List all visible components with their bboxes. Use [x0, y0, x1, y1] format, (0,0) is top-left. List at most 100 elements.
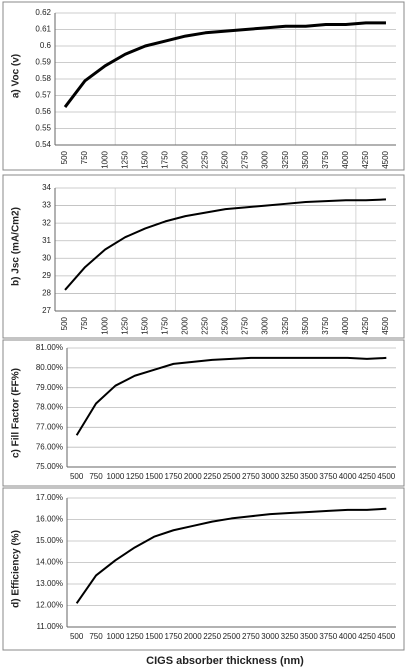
x-tick-label: 2500	[223, 472, 241, 481]
panel-border	[2, 339, 405, 487]
y-tick-label: 33	[42, 201, 51, 210]
x-tick-label: 2250	[201, 150, 210, 168]
y-tick-label: 13.00%	[36, 579, 63, 588]
x-tick-label: 3750	[321, 316, 330, 334]
x-tick-label: 1250	[120, 316, 129, 334]
x-tick-label: 3250	[281, 632, 299, 641]
x-tick-label: 4500	[377, 632, 395, 641]
x-tick-label: 2000	[180, 150, 189, 168]
line-series	[75, 507, 387, 604]
x-tick-label: 4500	[381, 316, 390, 334]
x-tick-label: 3750	[319, 472, 337, 481]
y-tick-label: 0.61	[35, 25, 51, 34]
panel-border	[2, 174, 405, 339]
y-tick-label: 28	[42, 289, 51, 298]
x-tick-label: 2750	[241, 316, 250, 334]
y-tick-label: 31	[42, 236, 51, 245]
x-tick-label: 2250	[201, 316, 210, 334]
x-tick-label: 3250	[281, 150, 290, 168]
x-tick-label: 1000	[100, 316, 109, 334]
x-tick-label: 500	[70, 632, 84, 641]
y-tick-label: 0.56	[35, 107, 51, 116]
x-tick-label: 1000	[106, 472, 124, 481]
x-tick-label: 750	[89, 472, 103, 481]
y-tick-label: 0.58	[35, 74, 51, 83]
x-tick-label: 4250	[358, 632, 376, 641]
line-series	[64, 198, 387, 291]
line-series	[75, 356, 387, 436]
x-tick-label: 750	[80, 316, 89, 330]
x-tick-label: 1750	[160, 316, 169, 334]
x-tick-label: 2250	[203, 632, 221, 641]
y-tick-label: 14.00%	[36, 558, 63, 567]
y-tick-label: 0.55	[35, 124, 51, 133]
y-tick-label: 12.00%	[36, 601, 63, 610]
y-tick-label: 17.00%	[36, 493, 63, 502]
y-tick-label: 81.00%	[36, 343, 63, 352]
x-tick-label: 2250	[203, 472, 221, 481]
x-tick-label: 3500	[300, 632, 318, 641]
y-tick-label: 77.00%	[36, 422, 63, 431]
x-tick-label: 2750	[242, 472, 260, 481]
x-tick-label: 2750	[242, 632, 260, 641]
y-axis-title: c) Fill Factor (FF%)	[11, 368, 22, 458]
x-tick-label: 1000	[100, 150, 109, 168]
x-tick-label: 750	[89, 632, 103, 641]
x-tick-label: 4000	[339, 472, 357, 481]
y-tick-label: 11.00%	[36, 622, 63, 631]
y-tick-label: 75.00%	[36, 462, 63, 471]
x-tick-label: 500	[70, 472, 84, 481]
x-tick-label: 3500	[300, 472, 318, 481]
x-tick-label: 1250	[126, 472, 144, 481]
x-tick-label: 1750	[165, 472, 183, 481]
x-tick-label: 2000	[184, 632, 202, 641]
x-tick-label: 4500	[381, 150, 390, 168]
y-tick-label: 29	[42, 271, 51, 280]
x-tick-label: 3250	[281, 316, 290, 334]
x-tick-label: 3500	[301, 150, 310, 168]
x-tick-label: 4250	[361, 316, 370, 334]
x-tick-label: 3750	[319, 632, 337, 641]
x-tick-label: 3750	[321, 150, 330, 168]
x-tick-label: 2500	[221, 316, 230, 334]
x-tick-label: 4250	[361, 150, 370, 168]
y-tick-label: 0.57	[35, 91, 51, 100]
x-tick-label: 3500	[301, 316, 310, 334]
y-tick-label: 76.00%	[36, 442, 63, 451]
x-tick-label: 2000	[180, 316, 189, 334]
y-tick-label: 0.59	[35, 58, 51, 67]
y-tick-label: 80.00%	[36, 363, 63, 372]
x-tick-label: 1750	[160, 150, 169, 168]
x-tick-label: 1250	[120, 150, 129, 168]
x-tick-label: 1500	[140, 316, 149, 334]
x-tick-label: 3000	[261, 472, 279, 481]
y-tick-label: 0.62	[35, 8, 51, 17]
y-tick-label: 30	[42, 253, 51, 262]
y-tick-label: 16.00%	[36, 515, 63, 524]
y-tick-label: 78.00%	[36, 403, 63, 412]
x-tick-label: 3000	[261, 316, 270, 334]
y-tick-label: 79.00%	[36, 383, 63, 392]
y-axis-title: a) Voc (v)	[11, 54, 22, 98]
x-tick-label: 500	[60, 150, 69, 164]
x-axis-title: CIGS absorber thickness (nm)	[146, 655, 304, 667]
panel-border	[2, 1, 405, 171]
x-tick-label: 1250	[126, 632, 144, 641]
y-tick-label: 0.6	[40, 41, 52, 50]
x-tick-label: 4250	[358, 472, 376, 481]
x-tick-label: 1500	[140, 150, 149, 168]
x-tick-label: 1750	[165, 632, 183, 641]
x-tick-label: 1500	[145, 632, 163, 641]
y-axis-title: d) Efficiency (%)	[11, 530, 22, 608]
x-tick-label: 3000	[261, 150, 270, 168]
x-tick-label: 1000	[106, 632, 124, 641]
y-axis-title: b) Jsc (mA/Cm2)	[11, 207, 22, 286]
y-tick-label: 34	[42, 183, 51, 192]
x-tick-label: 500	[60, 316, 69, 330]
y-tick-label: 0.54	[35, 140, 51, 149]
x-tick-label: 4000	[341, 150, 350, 168]
y-tick-label: 32	[42, 218, 51, 227]
x-tick-label: 4500	[377, 472, 395, 481]
panel-border	[2, 487, 405, 651]
